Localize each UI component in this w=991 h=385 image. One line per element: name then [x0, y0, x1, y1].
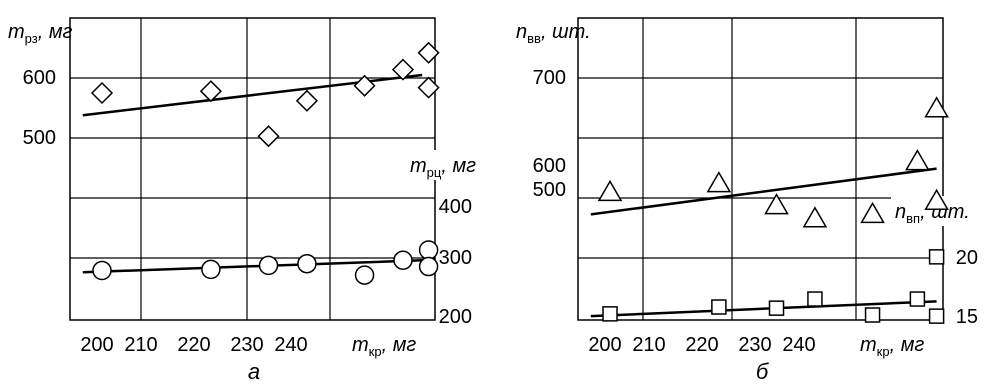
x-tick-label: 210 — [124, 334, 157, 356]
square-marker — [909, 291, 926, 307]
upper-y-tick-label: 500 — [23, 127, 56, 149]
lower-y-tick-label: 20 — [956, 247, 978, 269]
x-tick-label: 200 — [588, 334, 621, 356]
circle-marker — [393, 250, 413, 271]
upper-y-tick-label: 500 — [533, 179, 566, 201]
triangle-marker — [860, 201, 885, 224]
panel-caption: б — [756, 359, 770, 384]
triangle-marker — [597, 179, 623, 202]
square-marker — [864, 307, 881, 323]
x-tick-label: 220 — [177, 334, 210, 356]
lower-y-tick-label: 300 — [439, 247, 472, 269]
diamond-marker — [90, 81, 114, 105]
circle-marker — [258, 255, 279, 276]
diamond-marker — [295, 89, 318, 112]
upper-y-tick-label: 600 — [533, 155, 566, 177]
diamond-marker — [417, 41, 440, 64]
triangle-marker — [764, 193, 789, 215]
triangle-marker — [802, 206, 828, 228]
triangle-marker — [924, 96, 949, 118]
lower-y-tick-label: 200 — [439, 306, 472, 328]
diamond-marker — [391, 58, 415, 81]
circle-marker — [201, 259, 221, 280]
upper-axis-label: mрз, мг — [8, 21, 73, 46]
square-marker — [928, 249, 945, 265]
square-marker — [768, 300, 785, 316]
square-marker — [602, 306, 618, 322]
circle-marker — [92, 260, 112, 281]
trend-line — [590, 167, 937, 216]
upper-y-tick-label: 700 — [533, 67, 566, 89]
square-marker — [807, 291, 823, 307]
x-axis-label: mкр, мг — [352, 334, 416, 359]
x-axis-label-bg — [348, 328, 440, 356]
diamond-marker — [199, 80, 222, 103]
lower-axis-label-bg — [406, 150, 496, 180]
panel-caption: а — [248, 359, 260, 384]
triangle-marker — [924, 188, 949, 210]
square-marker — [711, 299, 727, 315]
diamond-marker — [353, 74, 376, 97]
trend-line — [590, 300, 937, 318]
upper-axis-label: nвв, шт. — [516, 21, 591, 46]
plot-frame — [69, 17, 436, 321]
x-tick-label: 240 — [274, 334, 307, 356]
lower-y-tick-label: 400 — [439, 196, 472, 218]
lower-axis-label: mрц, мг — [410, 155, 476, 180]
triangle-marker — [905, 149, 930, 171]
circle-marker — [418, 256, 439, 277]
x-tick-label: 230 — [738, 334, 771, 356]
x-tick-label: 220 — [685, 334, 718, 356]
circle-marker — [418, 240, 439, 260]
panel-а: 200 210 220 230 240 600 500 400 300 200 mрз, мг mрц… — [8, 17, 496, 384]
x-axis-label: mкр, мг — [860, 334, 924, 359]
circle-marker — [354, 265, 375, 285]
x-tick-label: 210 — [632, 334, 665, 356]
trend-line — [82, 73, 423, 117]
trend-line — [82, 259, 423, 274]
x-tick-label: 240 — [782, 334, 815, 356]
x-tick-label: 230 — [230, 334, 263, 356]
plot-frame — [577, 17, 944, 321]
circle-marker — [297, 253, 317, 274]
x-tick-label: 200 — [80, 334, 113, 356]
triangle-marker — [706, 171, 732, 193]
diamond-marker — [257, 125, 280, 148]
diamond-marker — [417, 76, 440, 99]
upper-y-tick-label: 600 — [23, 67, 56, 89]
lower-y-tick-label: 15 — [956, 306, 978, 328]
square-marker — [928, 308, 945, 324]
x-axis-label-bg — [856, 328, 948, 356]
